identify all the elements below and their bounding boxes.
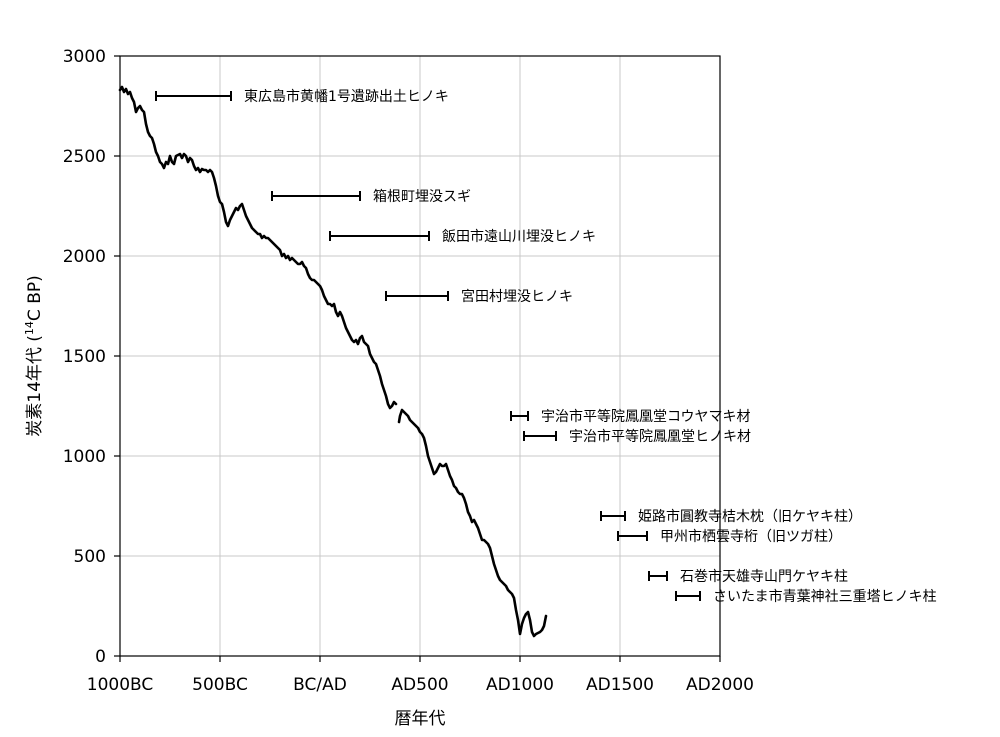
range-label: さいたま市青葉神社三重塔ヒノキ柱 — [713, 588, 937, 605]
range-label: 石巻市天雄寺山門ケヤキ柱 — [680, 568, 848, 585]
annotations: 東広島市黄幡1号遺跡出土ヒノキ箱根町埋没スギ飯田市遠山川埋没ヒノキ宮田村埋没ヒノ… — [155, 88, 937, 605]
range-label: 宇治市平等院鳳凰堂ヒノキ材 — [569, 428, 751, 445]
y-tick-label: 1500 — [63, 347, 106, 367]
range-annotation: 箱根町埋没スギ — [271, 189, 471, 205]
range-label: 飯田市遠山川埋没ヒノキ — [442, 228, 596, 245]
y-tick-label: 1000 — [63, 447, 106, 467]
range-label: 東広島市黄幡1号遺跡出土ヒノキ — [244, 88, 449, 105]
y-axis-title-super: 14 — [23, 321, 36, 335]
x-tick-label: 1000BC — [87, 675, 154, 695]
x-axis-ticks: 1000BC 500BC BC/AD AD500 AD1000 AD1500 AD2000 — [87, 656, 754, 695]
range-annotation: 飯田市遠山川埋没ヒノキ — [329, 228, 596, 245]
curve-segment — [118, 85, 398, 410]
calibration-curve — [118, 85, 548, 638]
range-annotation: 石巻市天雄寺山門ケヤキ柱 — [648, 568, 848, 585]
y-tick-label: 2500 — [63, 147, 106, 167]
x-tick-label: AD1000 — [486, 675, 554, 695]
x-tick-label: 500BC — [192, 675, 248, 695]
y-tick-label: 500 — [74, 547, 106, 567]
range-label: 宇治市平等院鳳凰堂コウヤマキ材 — [541, 408, 750, 425]
range-label: 甲州市栖雲寺桁（旧ツガ柱） — [660, 528, 842, 545]
x-axis-title: 暦年代 — [395, 709, 446, 729]
range-annotation: 甲州市栖雲寺桁（旧ツガ柱） — [617, 528, 842, 545]
range-annotation: 宇治市平等院鳳凰堂ヒノキ材 — [523, 428, 751, 445]
x-tick-label: AD1500 — [586, 675, 654, 695]
range-annotation: さいたま市青葉神社三重塔ヒノキ柱 — [675, 588, 937, 605]
y-axis-title: 炭素14年代 (14C BP) — [23, 275, 45, 437]
x-tick-label: BC/AD — [293, 675, 347, 695]
y-axis-title-suffix: C BP) — [25, 275, 45, 321]
y-tick-label: 0 — [95, 647, 106, 667]
x-tick-label: AD500 — [391, 675, 448, 695]
range-annotation: 宮田村埋没ヒノキ — [385, 289, 573, 305]
y-tick-label: 3000 — [63, 47, 106, 67]
range-annotation: 東広島市黄幡1号遺跡出土ヒノキ — [155, 88, 449, 105]
y-axis-ticks: 0 500 1000 1500 2000 2500 3000 — [63, 47, 120, 667]
range-label: 姫路市圓教寺桔木枕（旧ケヤキ柱） — [638, 508, 862, 525]
y-tick-label: 2000 — [63, 247, 106, 267]
y-axis-title-main: 炭素14年代 ( — [25, 335, 45, 437]
grid-lines — [120, 56, 720, 656]
curve-segment — [397, 408, 548, 638]
range-annotation: 宇治市平等院鳳凰堂コウヤマキ材 — [510, 408, 750, 425]
range-label: 箱根町埋没スギ — [373, 189, 471, 205]
range-label: 宮田村埋没ヒノキ — [461, 289, 573, 305]
x-tick-label: AD2000 — [686, 675, 754, 695]
range-annotation: 姫路市圓教寺桔木枕（旧ケヤキ柱） — [600, 508, 862, 525]
